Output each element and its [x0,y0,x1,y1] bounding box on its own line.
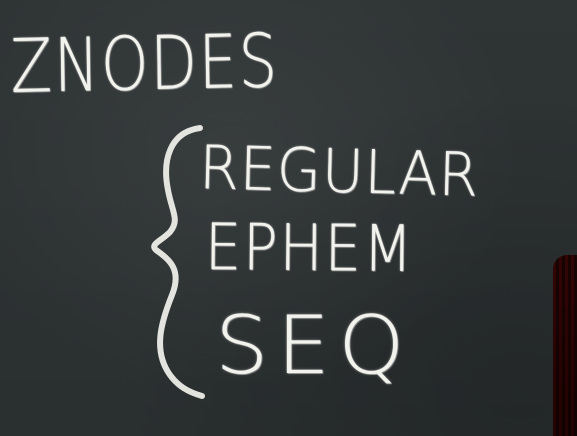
heading-znodes: ZNODES [9,18,280,110]
item-regular: REGULAR [198,133,480,211]
red-fabric-edge [553,255,577,436]
curly-brace-icon [151,125,205,399]
item-ephem: EPHEM [204,211,415,288]
item-seq: SEQ [215,299,413,392]
